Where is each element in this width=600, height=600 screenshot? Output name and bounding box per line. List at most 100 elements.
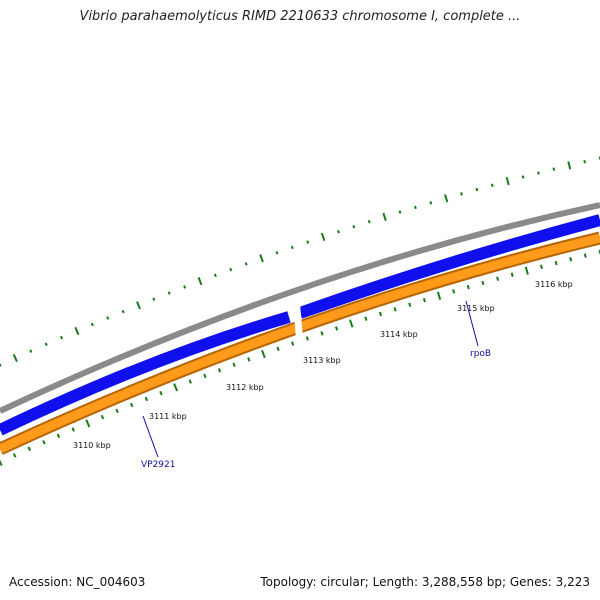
gc-tick <box>382 212 387 222</box>
gc-tick <box>429 201 433 205</box>
scale-tick <box>276 346 280 352</box>
gc-tick <box>505 177 510 186</box>
scale-ticks <box>0 249 600 467</box>
scale-tick <box>247 357 251 362</box>
scale-tick <box>334 326 339 331</box>
scale-tick <box>42 440 46 445</box>
scale-tick <box>217 368 222 373</box>
scale-tick <box>320 331 324 336</box>
topology-label: Topology: circular; Length: 3,288,558 bp… <box>260 575 590 589</box>
gene-pointer-rpob <box>465 300 479 347</box>
gc-tick <box>320 232 326 242</box>
gc-tick <box>244 262 248 266</box>
gc-tick <box>398 210 402 214</box>
scale-tick <box>291 341 295 346</box>
scale-tick <box>569 257 573 262</box>
scale-tick <box>173 383 179 392</box>
scale-tick <box>422 297 426 303</box>
feature-gap <box>292 297 304 345</box>
scale-label: 3112 kbp <box>226 383 264 392</box>
scale-tick <box>496 276 500 281</box>
scale-labels: 3110 kbp 3111 kbp 3112 kbp 3113 kbp 3114 kbp… <box>73 280 573 450</box>
scale-tick <box>232 362 236 368</box>
scale-tick <box>554 260 558 266</box>
backbone-track <box>0 202 600 414</box>
gc-tick <box>152 297 156 301</box>
gc-tick <box>0 363 2 367</box>
scale-tick <box>85 419 91 428</box>
gc-tick <box>74 326 80 336</box>
scale-label: 3115 kbp <box>457 304 495 313</box>
gc-tick <box>90 322 94 327</box>
gc-tick <box>136 301 141 310</box>
gc-tick <box>275 251 279 255</box>
gc-tick <box>306 240 310 244</box>
gc-tick <box>121 309 125 314</box>
scale-tick <box>159 390 163 396</box>
scale-tick <box>261 349 266 359</box>
gc-tick <box>229 267 233 272</box>
gene-label-rpob[interactable]: rpoB <box>470 349 491 359</box>
scale-tick <box>115 408 119 414</box>
gc-tick <box>337 230 340 234</box>
gc-tick <box>367 220 371 224</box>
scale-tick <box>452 289 456 294</box>
scale-tick <box>56 433 61 439</box>
scale-label: 3113 kbp <box>303 356 341 365</box>
scale-tick <box>12 453 17 458</box>
gc-tick <box>59 335 64 340</box>
scale-tick <box>71 427 75 432</box>
scale-tick <box>481 280 485 286</box>
scale-tick <box>203 373 207 379</box>
gene-label-vp2921[interactable]: VP2921 <box>141 460 176 470</box>
scale-label: 3114 kbp <box>380 330 418 339</box>
gc-tick <box>29 349 33 353</box>
scale-tick <box>524 266 529 275</box>
gc-tick <box>460 192 463 196</box>
scale-tick <box>436 291 442 300</box>
scale-tick <box>408 302 412 307</box>
scale-tick <box>27 446 32 452</box>
scale-tick <box>0 459 3 467</box>
scale-label: 3110 kbp <box>73 441 111 450</box>
scale-tick <box>129 402 134 408</box>
scale-tick <box>100 414 105 420</box>
map-title: Vibrio parahaemolyticus RIMD 2210633 chr… <box>79 9 521 24</box>
gc-tick <box>583 159 586 164</box>
scale-label: 3111 kbp <box>149 412 187 421</box>
scale-tick <box>144 396 149 402</box>
scale-tick <box>349 319 354 328</box>
gc-tick <box>537 171 540 175</box>
gc-tick <box>213 273 217 278</box>
gc-tick <box>197 277 203 286</box>
scale-tick <box>188 379 192 384</box>
scale-tick <box>510 272 514 277</box>
gc-tick <box>490 183 494 187</box>
scale-tick <box>393 307 397 312</box>
gc-tick <box>12 353 18 363</box>
forward-feature-2[interactable] <box>298 214 600 319</box>
gc-tick <box>444 194 449 203</box>
accession-label: Accession: NC_004603 <box>9 575 146 589</box>
gc-tick <box>167 291 171 295</box>
scale-tick <box>540 264 543 270</box>
forward-feature-1[interactable] <box>0 311 291 436</box>
gc-tick <box>475 187 479 192</box>
gc-tick <box>259 254 264 263</box>
gc-tick <box>44 342 48 347</box>
gc-tick <box>552 167 556 171</box>
gc-tick <box>290 245 294 250</box>
gc-tick <box>352 224 356 229</box>
scale-tick <box>364 316 368 321</box>
gc-tick <box>183 285 187 289</box>
scale-label: 3116 kbp <box>535 280 573 289</box>
gc-tick <box>106 316 110 320</box>
gc-tick <box>567 161 572 170</box>
gc-tick <box>414 205 417 210</box>
gc-tick <box>521 175 525 179</box>
gc-content-ticks <box>0 156 600 367</box>
scale-tick <box>305 336 309 341</box>
scale-tick <box>378 311 383 317</box>
scale-tick <box>466 284 470 290</box>
